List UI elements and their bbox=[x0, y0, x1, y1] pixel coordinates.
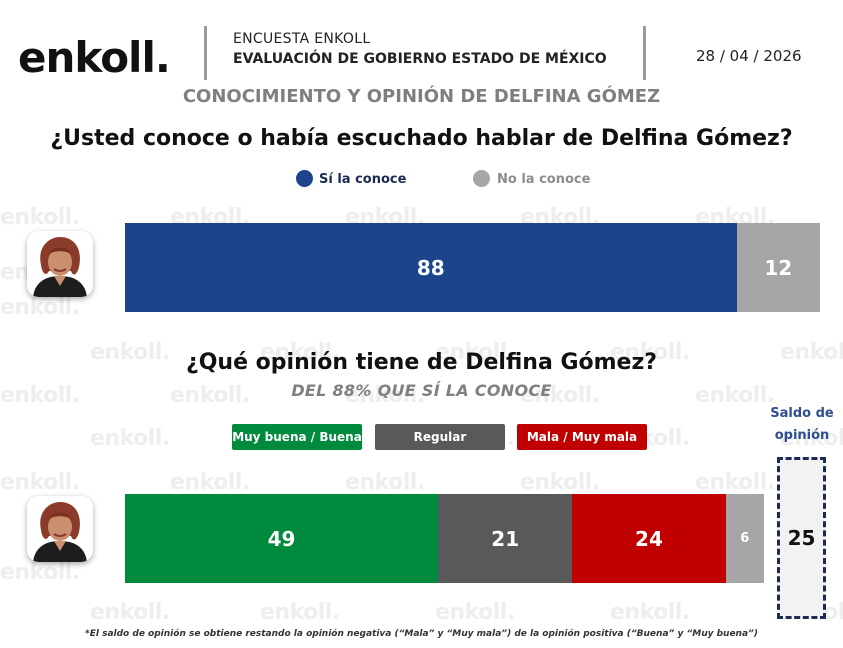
watermark-text: enkoll. bbox=[0, 470, 80, 495]
survey-date: 28 / 04 / 2026 bbox=[696, 47, 802, 65]
legend-no-conoce-label: No la conoce bbox=[497, 172, 591, 187]
survey-name: ENCUESTA ENKOLL bbox=[233, 31, 371, 47]
watermark-text: enkoll. bbox=[780, 426, 843, 451]
watermark-text: enkoll. bbox=[345, 383, 425, 408]
bar-segment-conoce: 88 bbox=[125, 223, 737, 312]
watermark-text: enkoll. bbox=[435, 600, 515, 625]
watermark-text: enkoll. bbox=[0, 205, 80, 230]
watermark-text: enkoll. bbox=[610, 340, 690, 365]
watermark-text: enkoll. bbox=[0, 383, 80, 408]
portrait-icon bbox=[27, 496, 93, 562]
bar-segment-buena: 49 bbox=[125, 494, 439, 583]
survey-subtitle: EVALUACIÓN DE GOBIERNO ESTADO DE MÉXICO bbox=[233, 51, 607, 67]
watermark-text: enkoll. bbox=[170, 470, 250, 495]
legend-conoce-dot bbox=[296, 170, 313, 187]
watermark-text: enkoll. bbox=[260, 340, 340, 365]
chart2-title: ¿Qué opinión tiene de Delfina Gómez? bbox=[185, 350, 658, 375]
bar-segment-no-conoce: 12 bbox=[736, 223, 820, 312]
watermark-text: enkoll. bbox=[0, 560, 80, 585]
watermark-text: enkoll. bbox=[90, 426, 170, 451]
brand-logo: enkoll. bbox=[18, 33, 171, 82]
watermark-text: enkoll. bbox=[520, 470, 600, 495]
saldo-value: 25 bbox=[777, 457, 826, 619]
chart1-title: ¿Usted conoce o había escuchado hablar d… bbox=[50, 126, 793, 151]
chart1-stacked-bar: 88 12 bbox=[125, 223, 820, 312]
footnote: *El saldo de opinión se obtiene restando… bbox=[85, 629, 758, 639]
watermark-text: enkoll. bbox=[695, 383, 775, 408]
delfina-gomez-avatar-2 bbox=[27, 496, 93, 562]
chart2-stacked-bar: 49 21 24 6 bbox=[125, 494, 764, 583]
watermark-text: enkoll. bbox=[780, 340, 843, 365]
delfina-gomez-avatar bbox=[27, 231, 93, 297]
watermark-text: enkoll. bbox=[90, 600, 170, 625]
watermark-text: enkoll. bbox=[260, 600, 340, 625]
saldo-title: Saldo de opinión bbox=[770, 406, 834, 443]
header-divider-right bbox=[643, 26, 646, 80]
chart2-subtitle: DEL 88% QUE SÍ LA CONOCE bbox=[291, 381, 552, 400]
watermark-text: enkoll. bbox=[695, 470, 775, 495]
bar-segment-ns: 6 bbox=[725, 494, 764, 583]
watermark-text: enkoll. bbox=[435, 340, 515, 365]
watermark-text: enkoll. bbox=[90, 340, 170, 365]
watermark-text: enkoll. bbox=[170, 383, 250, 408]
bar-segment-mala: 24 bbox=[572, 494, 726, 583]
legend-no-conoce-dot bbox=[473, 170, 490, 187]
watermark-text: enkoll. bbox=[520, 383, 600, 408]
legend-buena: Muy buena / Buena bbox=[232, 424, 362, 450]
legend-conoce-label: Sí la conoce bbox=[319, 172, 407, 187]
legend-regular: Regular bbox=[375, 424, 505, 450]
watermark-text: enkoll. bbox=[345, 470, 425, 495]
watermark-text: enkoll. bbox=[610, 600, 690, 625]
header-divider-left bbox=[204, 26, 207, 80]
section-title: CONOCIMIENTO Y OPINIÓN DE DELFINA GÓMEZ bbox=[182, 86, 661, 107]
legend-mala: Mala / Muy mala bbox=[517, 424, 647, 450]
bar-segment-regular: 21 bbox=[438, 494, 573, 583]
watermark-text: enkoll. bbox=[0, 295, 80, 320]
portrait-icon bbox=[27, 231, 93, 297]
